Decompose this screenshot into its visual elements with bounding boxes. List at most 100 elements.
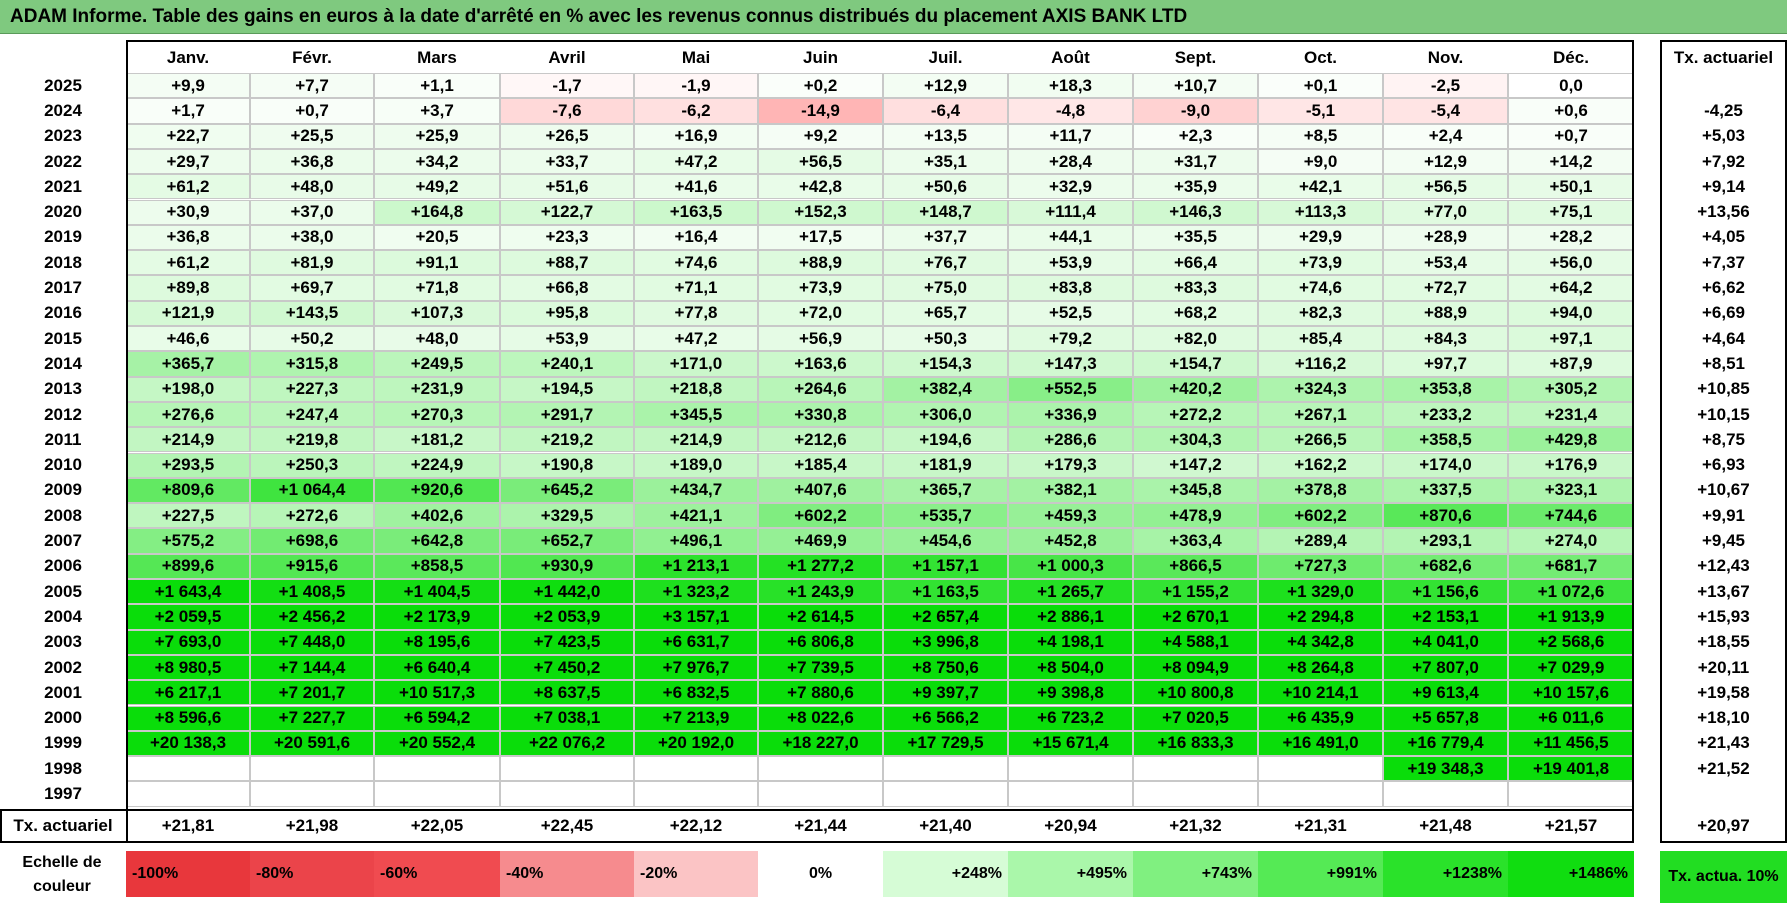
rate-cell: +6,93 — [1701, 455, 1745, 475]
gain-cell: +53,9 — [500, 326, 634, 352]
gain-cell: +163,5 — [634, 199, 758, 225]
gain-cell: +152,3 — [758, 199, 883, 225]
gain-cell — [1133, 781, 1258, 807]
gain-cell: +163,6 — [758, 351, 883, 377]
gain-cell: +87,9 — [1508, 351, 1634, 377]
month-header: Mars — [374, 40, 500, 73]
gain-cell: +37,7 — [883, 224, 1008, 251]
gain-cell: +71,8 — [374, 275, 500, 301]
gain-cell: +162,2 — [1258, 452, 1383, 478]
gain-cell: +9 397,7 — [883, 680, 1008, 706]
gain-cell: +50,6 — [883, 174, 1008, 200]
gain-cell: -9,0 — [1133, 98, 1258, 124]
gain-cell: +1,7 — [126, 98, 250, 124]
rate-cell: +12,43 — [1697, 556, 1750, 576]
gain-cell: +174,0 — [1383, 452, 1508, 478]
gain-cell: +75,1 — [1508, 199, 1634, 225]
legend-swatch: -60% — [374, 851, 500, 897]
gain-cell: +1 329,0 — [1258, 579, 1383, 605]
gain-cell: -14,9 — [758, 98, 883, 124]
gain-cell: +219,2 — [500, 427, 634, 453]
gain-cell: +14,2 — [1508, 148, 1634, 175]
year-label: 2016 — [44, 303, 82, 323]
gain-cell: +270,3 — [374, 401, 500, 428]
legend-swatch: -40% — [500, 851, 634, 897]
gain-cell: +10,7 — [1133, 73, 1258, 99]
gain-cell: +1 643,4 — [126, 579, 250, 605]
gain-cell: +66,8 — [500, 275, 634, 301]
gain-cell — [1133, 756, 1258, 782]
rate-cell: +4,05 — [1701, 227, 1745, 247]
gain-cell: +147,2 — [1133, 452, 1258, 478]
gain-cell: +8,5 — [1258, 123, 1383, 149]
month-header: Mai — [634, 40, 758, 73]
gain-cell: +76,7 — [883, 250, 1008, 276]
gain-cell: +249,5 — [374, 351, 500, 377]
gain-cell: +146,3 — [1133, 199, 1258, 225]
gain-cell: +81,9 — [250, 250, 374, 276]
gain-cell: +2 153,1 — [1383, 604, 1508, 630]
gain-cell: +13,5 — [883, 123, 1008, 149]
gain-cell: +56,5 — [1383, 174, 1508, 200]
gain-cell: +66,4 — [1133, 250, 1258, 276]
rate-cell: +8,75 — [1701, 429, 1745, 449]
gain-cell: +2 568,6 — [1508, 629, 1634, 655]
year-label: 2019 — [44, 227, 82, 247]
gain-cell: +47,2 — [634, 148, 758, 175]
gain-cell — [1383, 781, 1508, 807]
gain-cell: +8 264,8 — [1258, 654, 1383, 681]
rate-cell — [1660, 73, 1787, 98]
gain-cell: +7 450,2 — [500, 654, 634, 681]
gain-cell: +2,3 — [1133, 123, 1258, 149]
gain-cell: +2 657,4 — [883, 604, 1008, 630]
gain-cell: +56,9 — [758, 326, 883, 352]
gain-cell: +185,4 — [758, 452, 883, 478]
gain-cell: +250,3 — [250, 452, 374, 478]
rate-cell: +9,45 — [1701, 531, 1745, 551]
gain-cell: +420,2 — [1133, 376, 1258, 402]
gain-cell: +930,9 — [500, 553, 634, 579]
year-label: 2014 — [44, 353, 82, 373]
gain-cell: +36,8 — [250, 148, 374, 175]
gain-cell: -1,7 — [500, 73, 634, 99]
gain-cell: +16 491,0 — [1258, 730, 1383, 757]
gain-cell: +89,8 — [126, 275, 250, 301]
gain-cell: +88,7 — [500, 250, 634, 276]
gain-cell: +15 671,4 — [1008, 730, 1133, 757]
gain-cell: +29,9 — [1258, 224, 1383, 251]
gain-cell: +293,5 — [126, 452, 250, 478]
gain-cell: +9 613,4 — [1383, 680, 1508, 706]
gain-cell: +91,1 — [374, 250, 500, 276]
rate-cell: +18,55 — [1697, 632, 1750, 652]
gain-cell: +16 779,4 — [1383, 730, 1508, 757]
gain-cell: +7,7 — [250, 73, 374, 99]
year-label: 2012 — [44, 404, 82, 424]
gain-cell: +407,6 — [758, 477, 883, 504]
legend-swatch: +248% — [883, 851, 1008, 897]
legend-swatch: +991% — [1258, 851, 1383, 897]
gain-cell: +16,9 — [634, 123, 758, 149]
rate-cell: -4,25 — [1704, 100, 1743, 120]
gain-cell: +1 156,6 — [1383, 579, 1508, 605]
gain-cell: +218,8 — [634, 376, 758, 402]
rate-cell: +13,67 — [1697, 581, 1750, 601]
footer-rate-cell: +21,44 — [794, 816, 847, 835]
gain-cell: +6 594,2 — [374, 705, 500, 731]
month-header: Août — [1008, 40, 1133, 73]
gain-cell: +7 029,9 — [1508, 654, 1634, 681]
gain-cell — [374, 781, 500, 807]
footer-rate-cell: +22,12 — [669, 816, 723, 835]
gain-cell: +2 053,9 — [500, 604, 634, 630]
gain-cell: +111,4 — [1008, 199, 1133, 225]
month-header: Janv. — [126, 40, 250, 73]
gain-cell — [1008, 781, 1133, 807]
gain-cell: +147,3 — [1008, 351, 1133, 377]
gain-cell: +6 806,8 — [758, 629, 883, 655]
rate-cell: +6,62 — [1701, 278, 1745, 298]
gain-cell: +231,9 — [374, 376, 500, 402]
gain-cell: +7 144,4 — [250, 654, 374, 681]
gain-cell — [1258, 756, 1383, 782]
gain-cell: +35,5 — [1133, 224, 1258, 251]
gain-cell: +11 456,5 — [1508, 730, 1634, 757]
gain-cell: +82,0 — [1133, 326, 1258, 352]
